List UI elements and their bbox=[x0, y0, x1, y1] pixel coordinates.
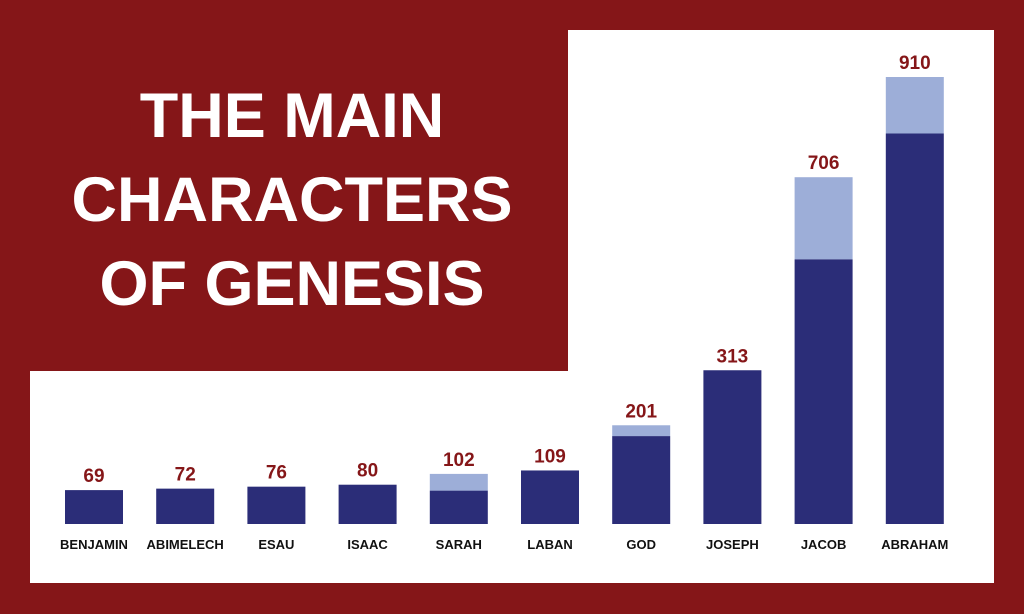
title-line-3: OF GENESIS bbox=[99, 249, 485, 319]
bar-benjamin-dark bbox=[65, 490, 123, 524]
value-label-abraham: 910 bbox=[899, 53, 931, 74]
value-label-isaac: 80 bbox=[357, 461, 378, 482]
bar-laban-dark bbox=[521, 470, 579, 524]
title-line-2: CHARACTERS bbox=[71, 165, 513, 235]
bar-abraham-dark bbox=[885, 133, 944, 524]
category-label-abraham: ABRAHAM bbox=[881, 537, 948, 552]
bar-jacob-light bbox=[794, 177, 853, 260]
category-label-laban: LABAN bbox=[527, 537, 573, 552]
category-label-god: GOD bbox=[626, 537, 656, 552]
value-labels: 69 72 76 80 102 109 201 313 706 910 bbox=[83, 53, 930, 487]
value-label-laban: 109 bbox=[534, 446, 566, 467]
category-label-isaac: ISAAC bbox=[347, 537, 388, 552]
value-label-benjamin: 69 bbox=[83, 466, 104, 487]
value-label-god: 201 bbox=[625, 401, 657, 422]
bar-jacob-dark bbox=[794, 259, 853, 524]
value-label-jacob: 706 bbox=[808, 153, 840, 174]
category-label-sarah: SARAH bbox=[436, 537, 482, 552]
bar-abraham-light bbox=[885, 77, 944, 134]
category-label-abimelech: ABIMELECH bbox=[147, 537, 224, 552]
bar-sarah-dark bbox=[429, 490, 488, 524]
bar-god-dark bbox=[612, 436, 671, 524]
bar-abimelech-dark bbox=[156, 488, 215, 524]
bar-joseph-dark bbox=[703, 370, 762, 524]
bar-sarah-light bbox=[429, 473, 488, 491]
value-label-esau: 76 bbox=[266, 463, 287, 484]
value-label-sarah: 102 bbox=[443, 450, 475, 471]
category-labels: BENJAMIN ABIMELECH ESAU ISAAC SARAH LABAN GOD J… bbox=[60, 537, 948, 552]
bars bbox=[65, 77, 944, 524]
value-label-joseph: 313 bbox=[717, 346, 749, 367]
category-label-esau: ESAU bbox=[258, 537, 294, 552]
value-label-abimelech: 72 bbox=[175, 465, 196, 486]
category-label-jacob: JACOB bbox=[801, 537, 847, 552]
bar-isaac-dark bbox=[338, 484, 397, 524]
chart-title: THE MAIN CHARACTERS OF GENESIS bbox=[62, 74, 522, 326]
bar-god-light bbox=[612, 425, 671, 437]
title-line-1: THE MAIN bbox=[139, 81, 445, 151]
category-label-joseph: JOSEPH bbox=[706, 537, 759, 552]
category-label-benjamin: BENJAMIN bbox=[60, 537, 128, 552]
bar-esau-dark bbox=[247, 486, 306, 524]
